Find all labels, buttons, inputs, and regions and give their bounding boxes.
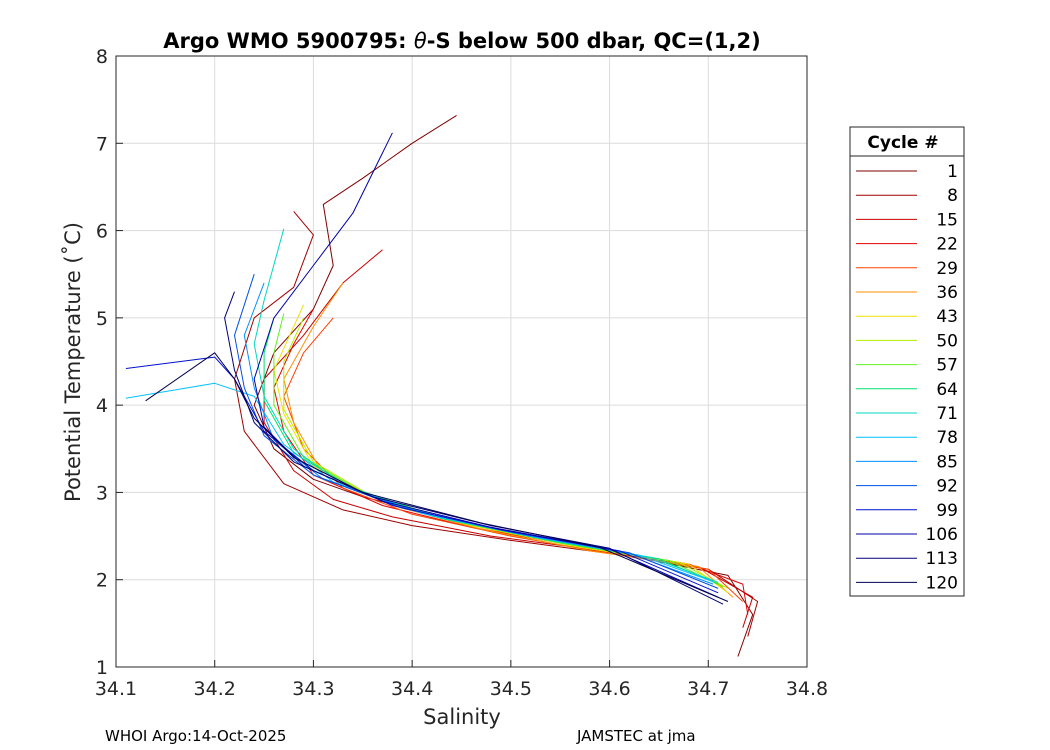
y-tick-label: 3: [96, 482, 108, 504]
series-line-cycle-22: [273, 308, 749, 615]
y-tick-label: 7: [96, 133, 108, 155]
x-tick-label: 34.7: [687, 678, 729, 700]
legend-label-cycle-43: 43: [936, 307, 958, 327]
legend-title: Cycle #: [867, 133, 938, 153]
x-tick-label: 34.5: [490, 678, 532, 700]
y-tick-label: 4: [96, 395, 108, 417]
legend-label-cycle-106: 106: [926, 525, 958, 545]
legend-label-cycle-1: 1: [947, 162, 958, 182]
chart-title-prefix: Argo WMO 5900795:: [163, 29, 414, 53]
y-axis-label: Potential Temperature (˚C): [61, 222, 85, 502]
legend-box: [849, 126, 965, 597]
legend-label-cycle-15: 15: [936, 210, 958, 230]
series-line-cycle-120: [145, 352, 729, 602]
legend-label-cycle-29: 29: [936, 259, 958, 279]
series-line-cycle-113: [224, 291, 724, 605]
y-tick-label: 2: [96, 570, 108, 592]
plot-frame: [115, 55, 808, 668]
x-tick-label: 34.1: [95, 678, 137, 700]
y-tick-label: 8: [96, 46, 108, 68]
x-axis-label: Salinity: [423, 705, 501, 729]
legend-label-cycle-120: 120: [926, 573, 958, 593]
footer-left: WHOI Argo:14-Oct-2025: [105, 727, 286, 745]
y-tick-label: 6: [96, 221, 108, 243]
legend-label-cycle-78: 78: [936, 428, 958, 448]
series-line-cycle-106: [253, 132, 719, 598]
series-line-cycle-85: [243, 282, 714, 585]
x-tick-label: 34.6: [588, 678, 630, 700]
chart-title-suffix: -S below 500 dbar, QC=(1,2): [427, 29, 761, 53]
x-tick-label: 34.3: [292, 678, 334, 700]
y-tick-label: 5: [96, 308, 108, 330]
legend-label-cycle-36: 36: [936, 283, 958, 303]
legend-label-cycle-85: 85: [936, 452, 958, 472]
legend-label-cycle-71: 71: [936, 404, 958, 424]
chart-title-theta: θ: [414, 29, 427, 53]
legend-label-cycle-99: 99: [936, 501, 958, 521]
legend-label-cycle-22: 22: [936, 235, 958, 255]
legend-label-cycle-92: 92: [936, 477, 958, 497]
chart-title: Argo WMO 5900795: θ-S below 500 dbar, QC…: [163, 29, 760, 53]
legend-label-cycle-8: 8: [947, 186, 958, 206]
footer-right: JAMSTEC at jma: [576, 727, 696, 745]
legend: Cycle # 18152229364350576471788592991061…: [849, 126, 965, 597]
legend-items: 1 8 15 22 29 36 43 50 57 64 71 78 85 92 99 106 113 120: [856, 162, 958, 593]
y-tick-label: 1: [96, 657, 108, 679]
legend-label-cycle-57: 57: [936, 356, 958, 376]
x-tick-label: 34.2: [194, 678, 236, 700]
legend-label-cycle-50: 50: [936, 331, 958, 351]
ticks: 34.1 34.2 34.3 34.4 34.5 34.6 34.7 34.8 1 2 3 4 5 6 7 8: [95, 46, 828, 700]
series-layer: [125, 114, 759, 657]
x-tick-label: 34.8: [786, 678, 828, 700]
legend-label-cycle-64: 64: [936, 380, 958, 400]
legend-label-cycle-113: 113: [926, 549, 958, 569]
x-tick-label: 34.4: [391, 678, 433, 700]
